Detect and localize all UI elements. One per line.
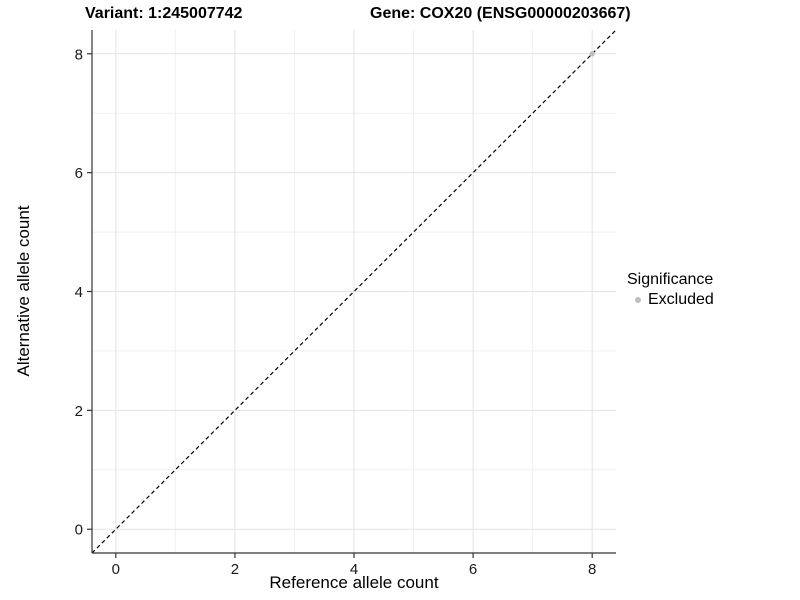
- x-tick-label: 0: [112, 561, 120, 578]
- y-tick-label: 8: [75, 46, 83, 63]
- y-tick-label: 4: [75, 284, 83, 301]
- legend-item-label: Excluded: [648, 291, 714, 308]
- identity-dashed-line: [91, 29, 617, 554]
- y-tick-label: 0: [75, 522, 83, 539]
- legend-item-excluded: Excluded: [627, 291, 714, 309]
- y-axis-title: Alternative allele count: [14, 205, 33, 377]
- x-tick-label: 6: [469, 561, 477, 578]
- legend-title: Significance: [627, 271, 714, 288]
- excluded-point-icon: [635, 297, 641, 303]
- x-tick-label: 8: [588, 561, 596, 578]
- y-tick-label: 6: [75, 165, 83, 182]
- legend: Significance Excluded: [627, 271, 714, 309]
- data-point: [589, 51, 595, 57]
- x-axis-title: Reference allele count: [269, 573, 439, 592]
- x-tick-label: 4: [350, 561, 358, 578]
- y-tick-label: 2: [75, 403, 83, 420]
- gene-title: Gene: COX20 (ENSG00000203667): [370, 5, 631, 22]
- variant-title: Variant: 1:245007742: [85, 5, 243, 22]
- x-tick-label: 2: [231, 561, 239, 578]
